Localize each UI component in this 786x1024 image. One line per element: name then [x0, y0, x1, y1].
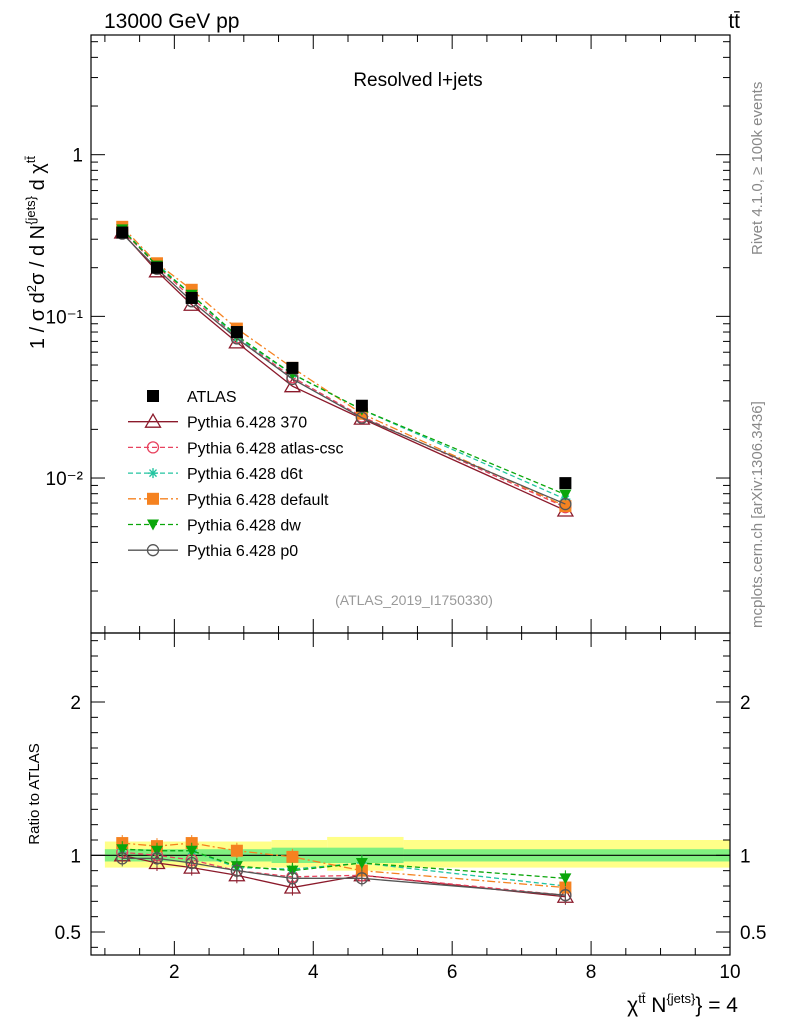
legend-entry: Pythia 6.428 dw — [128, 518, 301, 535]
legend: ATLAS Pythia 6.428 370 Pythia 6.428 atlas-… — [128, 389, 344, 560]
data-point — [559, 873, 572, 885]
data-point — [116, 844, 129, 856]
data-point — [559, 497, 572, 511]
data-point — [559, 489, 572, 501]
main-plot: Resolved l+jets (ATLAS_2019_I1750330) 10… — [46, 34, 731, 634]
series-pythia-6-428-atlas-csc — [116, 224, 572, 514]
process-label: tt̄ — [728, 10, 740, 33]
data-point — [283, 878, 302, 894]
legend-label: Pythia 6.428 default — [187, 492, 329, 509]
x-tick-label: 2 — [169, 962, 180, 983]
data-point — [355, 411, 369, 424]
y-tick-label-right: 1 — [740, 846, 751, 867]
series-pythia-6-428-dw — [116, 224, 572, 501]
data-point — [355, 858, 368, 869]
series-line — [121, 233, 566, 505]
x-tick-label: 6 — [447, 962, 458, 983]
data-point — [116, 852, 129, 865]
y-tick-label: 10⁻² — [46, 469, 84, 490]
legend-entry: Pythia 6.428 atlas-csc — [128, 440, 344, 457]
data-point — [150, 261, 163, 274]
legend-label: ATLAS — [187, 389, 237, 406]
legend-marker — [147, 390, 159, 402]
legend-label: Pythia 6.428 atlas-csc — [187, 440, 344, 457]
rivet-label: Rivet 4.1.0, ≥ 100k events — [749, 82, 766, 255]
legend-marker — [147, 519, 159, 531]
x-tick-label: 4 — [308, 962, 319, 983]
legend-marker — [146, 441, 160, 454]
x-tick-label: 10 — [719, 962, 740, 983]
legend-entry: Pythia 6.428 d6t — [128, 466, 303, 483]
ratio-series-pythia-6-428-p0 — [116, 850, 572, 904]
asterisk-stroke — [148, 469, 158, 478]
data-point — [150, 852, 164, 865]
series-line — [121, 228, 566, 500]
analysis-tag: (ATLAS_2019_I1750330) — [335, 592, 493, 608]
y-tick-label: 1 — [70, 846, 81, 867]
ratio-y-axis-label: Ratio to ATLAS — [26, 743, 43, 844]
data-point — [116, 226, 129, 239]
data-point — [230, 864, 244, 877]
legend-label: Pythia 6.428 dw — [187, 518, 301, 535]
data-point — [286, 850, 299, 863]
y-tick-label: 0.5 — [55, 923, 81, 944]
legend-entry: Pythia 6.428 default — [128, 492, 329, 509]
data-point — [355, 872, 369, 885]
legend-label: Pythia 6.428 370 — [187, 415, 307, 432]
legend-entry: ATLAS — [147, 389, 237, 406]
y-tick-label: 2 — [70, 693, 81, 714]
energy-label: 13000 GeV pp — [104, 10, 239, 33]
data-point — [286, 361, 299, 374]
mcplots-label: mcplots.cern.ch [arXiv:1306.3436] — [749, 401, 766, 628]
legend-label: Pythia 6.428 p0 — [187, 543, 298, 560]
legend-marker — [146, 544, 160, 557]
x-axis-label: χtt̄ N{jets}} = 4 — [627, 991, 738, 1017]
y-tick-label: 10⁻¹ — [46, 307, 84, 328]
data-point — [559, 477, 572, 490]
data-point — [283, 377, 302, 393]
main-y-axis-label: 1 / σ d2σ / d N{jets} d χtt̄ — [23, 156, 49, 349]
y-tick-label-right: 0.5 — [740, 923, 766, 944]
series-pythia-6-428-p0 — [116, 227, 572, 511]
legend-marker — [147, 492, 159, 505]
legend-marker — [144, 412, 162, 428]
data-point — [185, 291, 198, 304]
y-tick-label: 1 — [72, 146, 83, 167]
data-point — [355, 399, 368, 412]
y-tick-label-right: 2 — [740, 693, 751, 714]
series-pythia-6-428-d6t — [117, 224, 571, 505]
ratio-plot-frame — [90, 632, 731, 956]
series-atlas — [116, 226, 572, 490]
data-point — [185, 856, 198, 870]
legend-entry: Pythia 6.428 p0 — [128, 543, 298, 560]
data-point — [185, 845, 198, 857]
data-point — [559, 889, 572, 902]
series-pythia-6-428-default — [116, 220, 572, 513]
legend-marker — [148, 468, 158, 479]
ratio-plot: 0.5 0.5 1 1 2 2 2 4 6 8 10 — [55, 632, 766, 983]
x-tick-label: 8 — [586, 962, 597, 983]
main-plot-title: Resolved l+jets — [353, 70, 482, 91]
legend-label: Pythia 6.428 d6t — [187, 466, 303, 483]
data-point — [286, 872, 299, 885]
legend-entry: Pythia 6.428 370 — [128, 412, 307, 432]
data-point — [559, 500, 572, 513]
data-point — [230, 326, 243, 339]
series-line — [121, 226, 566, 507]
data-point — [230, 844, 243, 857]
